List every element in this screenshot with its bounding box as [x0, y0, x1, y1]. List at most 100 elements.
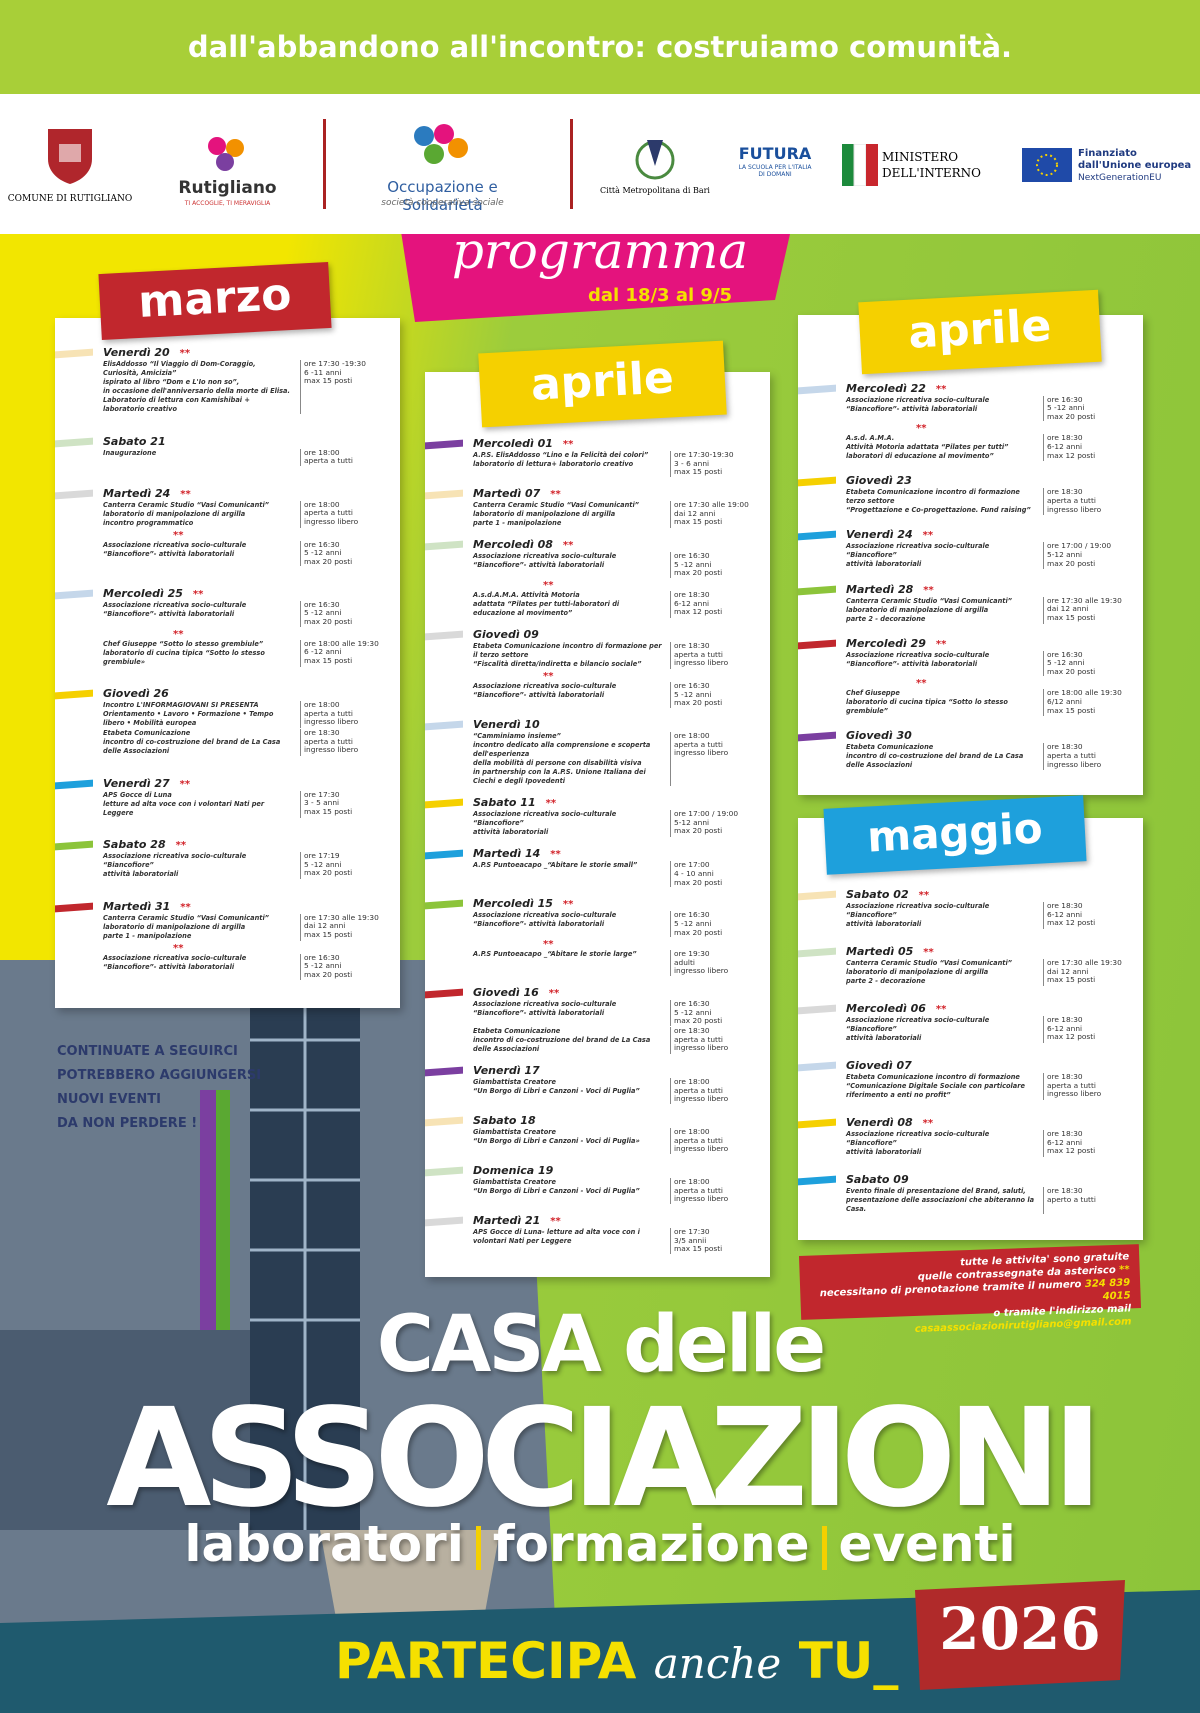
event-stars: ** [179, 348, 191, 360]
event-stars: ** [192, 588, 204, 600]
event-info-line: max 20 posti [674, 568, 723, 578]
event-tab [55, 779, 93, 790]
event-info: ore 18:00 aperta a tutti ingresso libero [300, 700, 388, 729]
event-stars: ** [918, 890, 930, 901]
event-day: Martedì 31 [103, 899, 171, 913]
logo-text: Occupazione e Solidarietà [387, 178, 498, 214]
event-text-line: “Comunicazione Digitale Sociale con part… [846, 1082, 1025, 1099]
logo-text: Finanziato [1078, 148, 1137, 159]
event-info-line: 5 -12 anni [674, 919, 712, 928]
event: Venerdì 24 ** Associazione ricreativa soci… [798, 528, 1131, 570]
follow-line: NUOVI EVENTI [57, 1092, 161, 1107]
event-info-line: ore 18:00 [304, 700, 340, 710]
event-tab [798, 947, 836, 958]
event-day: Martedì 07 [473, 487, 541, 501]
banner: dall'abbandono all'incontro: costruiamo … [0, 0, 1200, 94]
event-text-line: “Un Borgo di Libri e Canzoni - Voci di P… [473, 1137, 640, 1146]
event-info-line: ore 16:30 [674, 551, 710, 561]
event-tab [798, 384, 836, 394]
event-tab [55, 902, 93, 913]
event-info-line: ore 18:30 [1047, 433, 1083, 443]
event-info-line: ore 17:30-19:30 [674, 450, 734, 460]
event-text-line: Attività Motoria adattata “Pilates per t… [846, 443, 1009, 452]
bottom-band [0, 1590, 1200, 1713]
event-info: ore 17:30 3/5 annii max 15 posti [670, 1227, 758, 1254]
note-phone: 324 839 4015 [1084, 1277, 1131, 1303]
event-info-line: ingresso libero [674, 748, 729, 758]
event-item: Associazione ricreativa socio-culturale … [846, 650, 1131, 677]
event-text-line: Associazione ricreativa socio-culturale … [846, 1130, 990, 1147]
event-item: Associazione ricreativa socio-culturale … [846, 1015, 1131, 1043]
event-info-line: aperta a tutti [1047, 495, 1096, 505]
event-item: Associazione ricreativa socio-culturale … [846, 1129, 1131, 1157]
event-text-line: APS Gocce di Luna- letture ad alta voce … [473, 1227, 640, 1245]
event-text-line: Etabeta Comunicazione [103, 729, 191, 738]
event-day-row: Venerdì 27 ** [103, 777, 388, 790]
event-info-line: max 15 posti [304, 930, 353, 940]
note-stars: ** [1119, 1264, 1130, 1276]
event-day: Martedì 05 [846, 945, 914, 958]
event-item: Etabeta Comunicazione incontro di co-cost… [103, 729, 388, 757]
event-info-line: max 12 posti [1047, 1146, 1096, 1156]
event-day-row: Mercoledì 08 ** [473, 538, 758, 551]
event-item: Associazione ricreativa socio-culturale … [846, 542, 1131, 570]
event-stars: ** [543, 579, 554, 591]
event-item: ElisAddosso “Il Viaggio di Dom-Coraggio,… [103, 360, 388, 415]
event-day-row: Mercoledì 29 ** [846, 637, 1131, 650]
title-line2: ASSOCIAZIONI [106, 1380, 1103, 1538]
event-text-line: Associazione ricreativa socio-culturale … [473, 552, 617, 570]
event-info-line: 5 -12 anni [1047, 658, 1085, 668]
programma-title: programma [451, 222, 749, 280]
event: Giovedì 09 Etabeta Comunicazione incontro… [425, 628, 758, 708]
event-info-line: aperta a tutti [304, 708, 353, 718]
event-info-line: max 20 posti [304, 868, 353, 878]
event-tab [798, 1061, 836, 1072]
event-info-line: max 20 posti [674, 877, 723, 887]
event-text: Associazione ricreativa socio-culturale … [846, 1130, 1035, 1157]
logo-text: Rutigliano [178, 178, 277, 198]
panel: Venerdì 20 ** ElisAddosso “Il Viaggio di D… [55, 318, 400, 1008]
event-text-line: Associazione ricreativa socio-culturale … [846, 542, 990, 560]
event-day-row: Martedì 31 ** [103, 900, 388, 913]
event-day-row: Sabato 21 [103, 435, 388, 448]
event-info: ore 19:30 adulti ingresso libero [670, 950, 758, 976]
event-info: ore 18:30 aperta a tutti ingresso libero [1043, 488, 1131, 516]
event-info: ore 18:30 aperta a tutti ingresso libero [670, 642, 758, 670]
event: Martedì 14 ** A.P.S Puntoeacapo _“Abitare … [425, 847, 758, 888]
programma-dates: dal 18/3 al 9/5 [587, 285, 733, 306]
event-tab [425, 1166, 463, 1177]
event-info-line: ore 17:30 alle 19:00 [674, 500, 749, 510]
event-info: ore 18:30 aperta a tutti ingresso libero [300, 729, 388, 757]
event: Sabato 21 Inaugurazione ore 18:00 aperta a … [55, 435, 388, 466]
event-tab [55, 589, 93, 600]
event-info-line: 4 - 10 anni [674, 869, 714, 879]
event-info-line: ore 18:30 [1047, 901, 1083, 910]
event-text-line: Giambattista Creatore [473, 1128, 556, 1137]
event-day-row: Mercoledì 06 ** [846, 1002, 1131, 1015]
event-text-line: della mobilità di persone con disabilità… [473, 759, 642, 768]
event: Giovedì 23 Etabeta Comunicazione incontro… [798, 474, 1131, 516]
event-text-line: Associazione ricreativa socio-culturale … [103, 953, 247, 971]
event-day: Mercoledì 01 [473, 437, 553, 451]
event-stars: ** [180, 488, 191, 500]
event-stars: ** [180, 901, 191, 913]
event-text: Chef Giuseppe laboratorio di cucina tipic… [846, 689, 1035, 716]
event-text-line: Associazione ricreativa socio-culturale … [846, 650, 990, 668]
event-day: Mercoledì 29 [846, 636, 926, 650]
event-text-line: incontro programmatico [103, 518, 194, 527]
event-info-line: ingresso libero [1047, 759, 1102, 769]
event-text-line: Incontro L'INFORMAGIOVANI SI PRESENTA [103, 701, 259, 710]
event-tab [798, 531, 836, 541]
event: Venerdì 27 ** APS Gocce di Luna letture ad … [55, 777, 388, 818]
event-text-line: Associazione ricreativa socio-culturale … [103, 852, 247, 870]
event: Martedì 24 ** Canterra Ceramic Studio “Vas… [55, 487, 388, 567]
event-text-line: incontro dedicato alla comprensione e sc… [473, 741, 651, 759]
event: Mercoledì 22 ** Associazione ricreativa so… [798, 382, 1131, 462]
event-info-line: 3 - 5 anni [304, 798, 340, 808]
event-stars: ** [922, 1118, 934, 1129]
event-info-line: 6-12 anni [1047, 1137, 1083, 1147]
event: Venerdì 10 “Camminiamo insieme” incontro d… [425, 718, 758, 787]
event-info-line: 6-12 anni [674, 598, 710, 608]
event-text-line: laboratorio di manipolazione di argilla [103, 509, 246, 518]
event-stars: ** [916, 678, 927, 690]
